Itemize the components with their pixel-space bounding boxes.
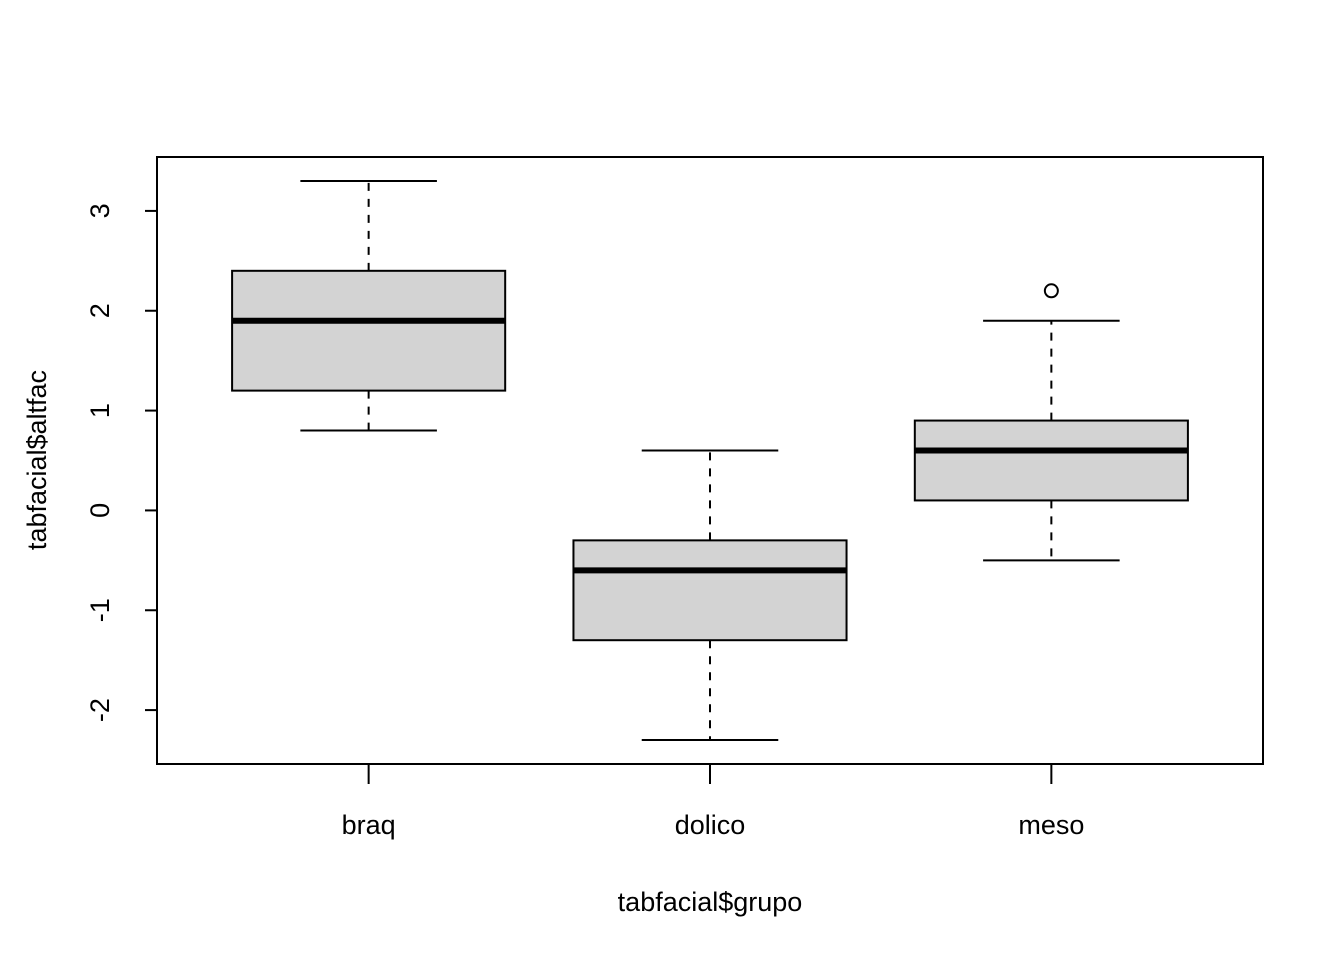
y-tick-label: -2 (85, 698, 115, 722)
boxes-layer (231, 179, 1189, 742)
x-tick-label: braq (342, 810, 396, 840)
y-tick-label: 3 (85, 203, 115, 218)
box (231, 269, 507, 392)
box-group-meso (913, 283, 1189, 562)
y-axis: -2 -1 0 1 2 3 (85, 203, 157, 722)
y-axis-label: tabfacial$altfac (22, 370, 52, 550)
outlier-point (1043, 283, 1059, 299)
x-tick-label: dolico (675, 810, 746, 840)
box-group-dolico (572, 449, 848, 742)
x-tick-label: meso (1018, 810, 1084, 840)
x-axis-label: tabfacial$grupo (618, 887, 803, 917)
y-tick-label: 1 (85, 403, 115, 418)
box (572, 539, 848, 642)
box-group-braq (231, 179, 507, 432)
box (913, 419, 1189, 502)
y-tick-label: 2 (85, 303, 115, 318)
y-tick-label: 0 (85, 503, 115, 518)
y-tick-label: -1 (85, 598, 115, 622)
x-axis: braq dolico meso (342, 764, 1084, 840)
